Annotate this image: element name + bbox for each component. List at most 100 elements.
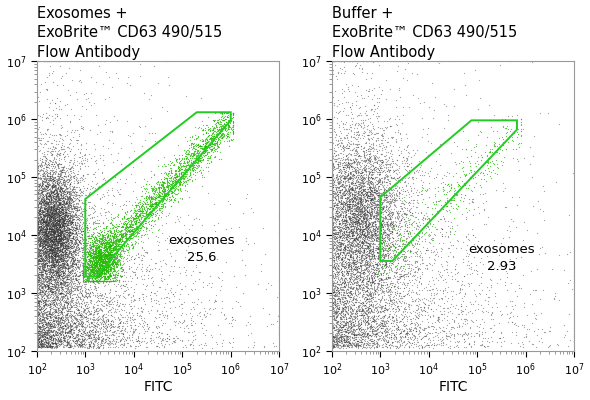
Point — [32, 195, 41, 202]
Point — [51, 206, 60, 213]
Point — [40, 219, 50, 226]
Point — [362, 257, 371, 263]
Point — [352, 219, 361, 225]
Point — [194, 133, 203, 140]
Point — [118, 267, 127, 274]
Point — [102, 264, 112, 270]
Point — [103, 281, 112, 287]
Point — [114, 317, 124, 323]
Point — [103, 261, 112, 268]
Point — [44, 225, 54, 231]
Point — [96, 278, 106, 284]
Point — [61, 288, 71, 294]
Point — [349, 182, 359, 188]
Point — [65, 189, 74, 196]
Point — [333, 161, 342, 167]
Point — [74, 272, 83, 279]
Point — [111, 260, 120, 266]
Point — [346, 197, 355, 203]
Point — [84, 264, 93, 270]
Point — [343, 309, 352, 316]
Point — [34, 339, 44, 345]
Point — [367, 175, 376, 181]
Point — [70, 211, 80, 217]
Point — [350, 169, 359, 175]
Point — [101, 252, 111, 258]
Point — [53, 195, 62, 202]
Point — [48, 229, 58, 235]
Point — [451, 170, 461, 176]
Point — [56, 144, 65, 151]
Point — [53, 191, 62, 198]
Point — [55, 224, 64, 230]
Point — [495, 335, 504, 342]
Point — [206, 141, 216, 147]
Point — [355, 180, 364, 187]
Point — [569, 273, 579, 279]
Point — [348, 186, 358, 193]
Point — [373, 255, 382, 262]
Point — [90, 264, 100, 271]
Point — [425, 337, 435, 344]
Point — [146, 92, 155, 98]
Point — [65, 235, 75, 241]
Point — [218, 117, 227, 124]
Point — [348, 325, 358, 332]
Point — [365, 161, 375, 167]
Point — [51, 242, 60, 248]
Point — [51, 207, 61, 214]
Point — [56, 300, 65, 306]
Point — [174, 180, 183, 186]
Point — [65, 225, 74, 232]
Point — [97, 256, 106, 262]
Point — [372, 228, 382, 235]
Point — [56, 314, 65, 321]
Point — [371, 195, 380, 202]
Point — [64, 172, 73, 179]
Point — [98, 240, 107, 246]
Point — [64, 245, 73, 252]
Point — [38, 209, 47, 215]
Point — [355, 221, 364, 228]
Point — [97, 278, 107, 284]
Point — [63, 278, 72, 285]
Point — [348, 285, 358, 292]
Point — [336, 210, 346, 217]
Point — [327, 178, 336, 184]
Point — [86, 269, 96, 276]
Point — [53, 254, 63, 260]
Point — [352, 309, 361, 316]
Point — [360, 302, 370, 308]
Point — [32, 212, 41, 218]
Point — [48, 79, 58, 85]
Point — [373, 135, 383, 142]
Point — [50, 277, 60, 284]
Point — [366, 314, 376, 320]
Point — [363, 321, 373, 327]
Point — [391, 244, 400, 251]
Point — [59, 149, 68, 155]
Point — [112, 277, 122, 283]
Point — [353, 281, 363, 287]
Point — [60, 201, 70, 208]
Point — [350, 288, 360, 295]
Point — [96, 256, 105, 262]
Point — [94, 255, 104, 261]
Point — [476, 184, 485, 190]
Point — [32, 198, 41, 204]
Point — [223, 133, 232, 139]
Point — [119, 238, 128, 244]
Point — [349, 332, 359, 338]
Point — [34, 284, 44, 290]
Point — [70, 319, 79, 325]
Point — [360, 230, 370, 236]
Point — [100, 240, 109, 246]
Point — [328, 67, 337, 74]
Point — [338, 200, 348, 206]
Point — [149, 218, 158, 224]
Point — [55, 222, 64, 229]
Point — [98, 253, 107, 259]
Point — [331, 303, 340, 310]
Point — [101, 252, 111, 258]
Point — [356, 262, 365, 268]
